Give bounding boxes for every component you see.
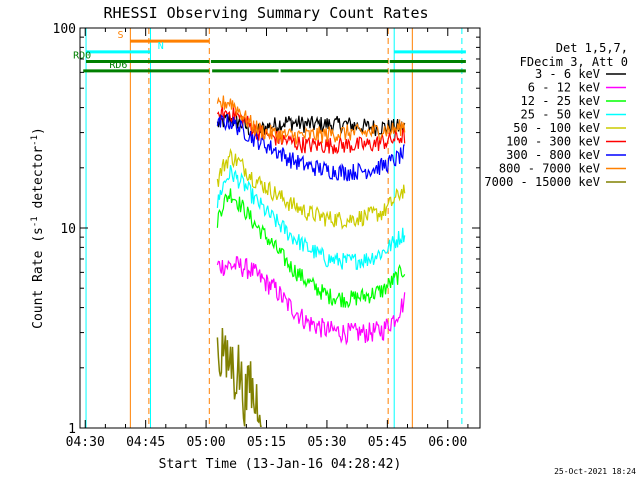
flag-label-rd0: RD0 [73, 50, 91, 61]
legend-label-3: 12 - 25 keV [521, 94, 600, 108]
series-line-7 [216, 113, 405, 182]
axis-layer: 1 10 100 04:30 04:45 05:00 05:15 05:30 05:45 06:0… [53, 22, 480, 450]
series-line-3 [216, 188, 406, 309]
y-tick-label: 1 [68, 422, 76, 437]
legend-header-line-1: Det 1,5,7, [556, 41, 628, 55]
legend-label-7: 300 - 800 keV [506, 148, 600, 162]
flag-label-rd6: RD6 [109, 60, 127, 71]
series-layer [216, 95, 406, 428]
chart-title: RHESSI Observing Summary Count Rates [103, 4, 428, 22]
legend-label-9: 7000 - 15000 keV [484, 175, 600, 189]
series-line-2 [216, 256, 406, 346]
legend-label-4: 25 - 50 keV [521, 108, 600, 122]
x-tick-label: 05:00 [187, 435, 226, 450]
x-axis-label: Start Time (13-Jan-16 04:28:42) [159, 457, 402, 472]
y-tick-label: 10 [60, 222, 76, 237]
series-line-5 [216, 147, 406, 230]
series-line-4 [216, 165, 406, 270]
legend-label-6: 100 - 300 keV [506, 135, 600, 149]
flag-label-s: S [117, 30, 123, 41]
date-stamp: 25-Oct-2021 18:24 [554, 467, 636, 476]
x-tick-label: 05:15 [247, 435, 286, 450]
legend-header-line-2: FDecim 3, Att 0 [520, 55, 628, 69]
legend-label-2: 6 - 12 keV [528, 81, 600, 95]
legend-label-5: 50 - 100 keV [513, 121, 600, 135]
x-tick-label: 05:30 [307, 435, 346, 450]
x-tick-label: 05:45 [368, 435, 407, 450]
x-tick-label: 04:30 [66, 435, 105, 450]
series-line-9 [216, 327, 262, 428]
y-axis-label: Count Rate (s-1 detector-1) [30, 127, 46, 329]
annotation-layer: S N RD0 RD6 [73, 28, 466, 428]
x-tick-label: 04:45 [126, 435, 165, 450]
series-line-8 [216, 95, 406, 147]
flag-label-n: N [158, 41, 164, 52]
legend-label-1: 3 - 6 keV [535, 67, 600, 81]
series-line-1 [216, 113, 406, 137]
legend-label-8: 800 - 7000 keV [499, 162, 600, 176]
x-tick-label: 06:00 [428, 435, 467, 450]
y-tick-label: 100 [53, 22, 76, 37]
